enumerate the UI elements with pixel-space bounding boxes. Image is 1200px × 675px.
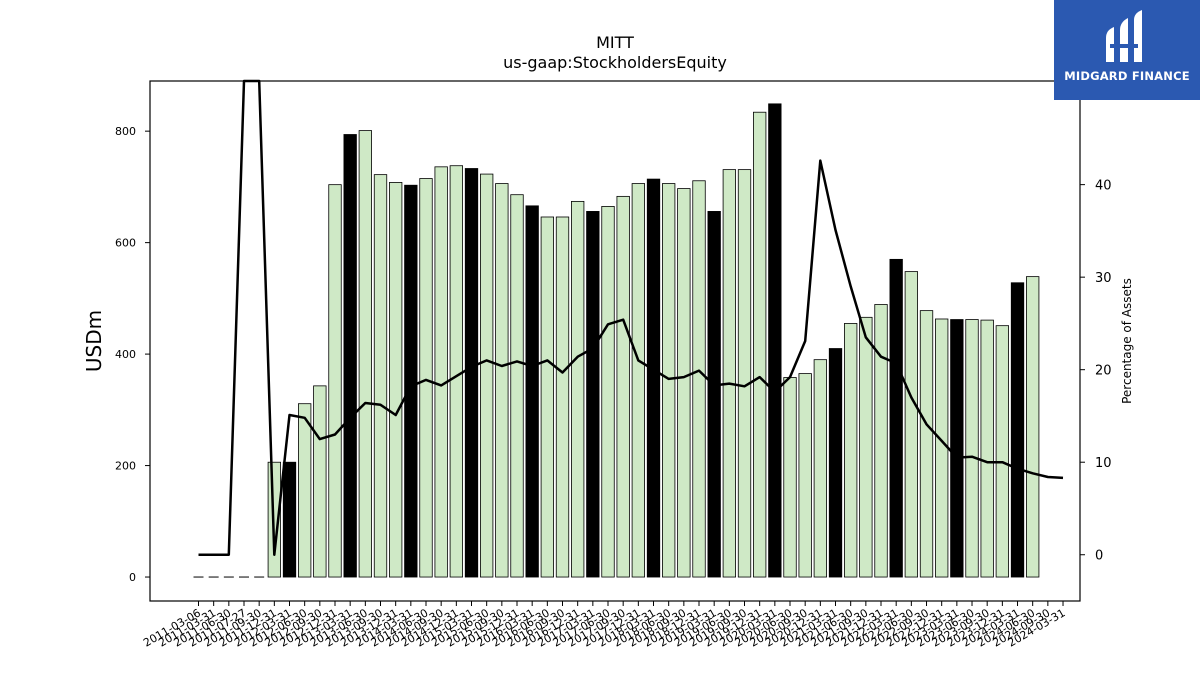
y-axis-label: USDm	[82, 310, 106, 372]
y2-tick-label: 0	[1095, 549, 1103, 564]
bar-2022-03-31	[889, 258, 903, 578]
bar-2018-06-30	[662, 183, 676, 578]
bar-series	[267, 103, 1040, 578]
bar-2024-06-30	[1026, 276, 1040, 578]
y-tick-label: 400	[115, 348, 136, 361]
bar-2013-03-31	[343, 134, 357, 578]
bar-2015-06-30	[480, 173, 494, 578]
bar-2012-06-30	[298, 403, 312, 578]
bar-2015-12-31	[510, 194, 524, 578]
bar-2024-03-31	[1010, 282, 1025, 578]
bar-2018-09-30	[677, 188, 691, 578]
bar-2021-12-31	[874, 304, 888, 578]
bar-2020-09-30	[798, 373, 812, 578]
bar-2020-03-31	[768, 103, 782, 578]
bar-2020-06-30	[783, 377, 797, 578]
percentage-of-assets-line	[198, 79, 1064, 556]
y-tick-label: 600	[115, 237, 136, 250]
bar-2023-06-30	[965, 319, 979, 578]
bar-2014-03-31	[404, 184, 418, 578]
y2-axis-label: Percentage of Assets	[1120, 278, 1134, 404]
bar-2023-03-31	[950, 319, 964, 578]
y-tick-label: 0	[129, 571, 136, 584]
bar-2014-09-30	[434, 166, 448, 578]
y2-tick-label: 40	[1095, 179, 1112, 194]
bar-2019-06-30	[722, 169, 736, 578]
y-tick-label: 200	[115, 460, 136, 473]
y-axis-right: 0 10 20 30 40	[1080, 179, 1112, 564]
bar-2016-03-31	[525, 205, 539, 578]
bar-2015-09-30	[495, 183, 509, 578]
bar-2022-06-30	[904, 271, 918, 578]
chart-title: MITT	[596, 33, 634, 52]
bar-2017-12-31	[631, 183, 645, 578]
bar-2016-09-30	[555, 216, 570, 578]
bar-2013-09-30	[373, 174, 388, 578]
bar-2022-12-31	[935, 318, 949, 578]
bar-2014-06-30	[419, 178, 433, 578]
bar-2012-03-31	[282, 461, 297, 578]
y-tick-label: 800	[115, 125, 136, 138]
bar-2017-03-31	[586, 211, 600, 578]
y2-tick-label: 20	[1095, 364, 1112, 379]
bar-2014-12-31	[449, 165, 463, 578]
bar-2021-06-30	[844, 323, 858, 578]
chart-subtitle: us-gaap:StockholdersEquity	[503, 53, 727, 72]
bar-2012-12-31	[328, 184, 342, 578]
bar-2019-09-30	[737, 169, 752, 578]
bar-2013-06-30	[358, 130, 372, 578]
bar-2019-03-31	[707, 211, 721, 578]
bar-2017-09-30	[616, 195, 630, 578]
bar-2020-12-31	[813, 359, 827, 578]
logo-text: MIDGARD FINANCE	[1064, 69, 1190, 83]
bar-2021-09-30	[859, 316, 873, 578]
bar-2023-12-31	[995, 325, 1010, 578]
x-axis: 2011-03-062011-03-312011-06-302011-07-27…	[141, 601, 1068, 650]
midgard-finance-logo: MIDGARD FINANCE	[1054, 0, 1200, 100]
bar-2017-06-30	[601, 206, 615, 578]
bar-2021-03-31	[828, 348, 843, 578]
bar-2019-12-31	[753, 111, 767, 578]
y2-tick-label: 30	[1095, 271, 1112, 286]
plot-frame	[149, 80, 1081, 602]
y2-tick-label: 10	[1095, 456, 1112, 471]
bar-2016-12-31	[571, 200, 585, 578]
bar-2016-06-30	[540, 216, 554, 578]
y-axis-left: 0 200 400 600 800	[115, 125, 150, 584]
bar-2018-12-31	[692, 180, 706, 578]
logo-mark-icon	[1106, 10, 1142, 62]
bar-2018-03-31	[646, 178, 661, 578]
bar-2013-12-31	[389, 182, 403, 578]
bar-2022-09-30	[919, 310, 934, 578]
bar-2023-09-30	[980, 319, 994, 578]
bar-2012-09-30	[313, 385, 327, 578]
bar-2015-03-31	[464, 168, 479, 578]
